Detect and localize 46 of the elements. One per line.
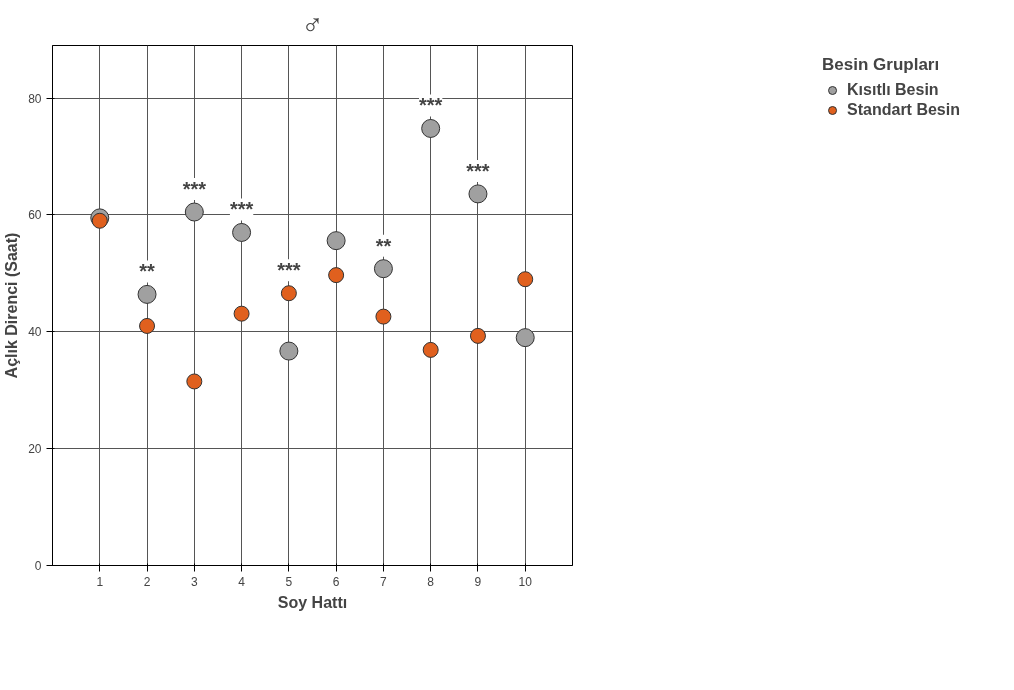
legend-title: Besin Grupları [822, 55, 941, 75]
x-tick-label: 10 [518, 574, 533, 589]
chart-title: ♂ [301, 7, 324, 41]
annotation: *** [419, 94, 443, 117]
y-axis-title: Açlık Direnci (Saat) [3, 232, 21, 379]
point [468, 184, 488, 204]
legend-label: Kısıtlı Besin [847, 81, 939, 99]
point [375, 308, 392, 325]
point [232, 222, 252, 242]
point [326, 231, 346, 251]
point [139, 317, 156, 334]
point [280, 285, 297, 302]
point [515, 328, 535, 348]
point [233, 305, 250, 322]
point [373, 259, 393, 279]
y-tick-label: 60 [28, 208, 42, 223]
y-tick-label: 80 [28, 91, 42, 106]
x-tick-label: 7 [380, 574, 388, 589]
annotation: *** [182, 178, 207, 201]
point [422, 341, 439, 358]
annotation: ** [139, 260, 156, 283]
point [328, 267, 345, 284]
annotation: *** [277, 259, 301, 282]
x-axis-title: Soy Hattı [277, 593, 348, 611]
x-tick-label: 3 [190, 574, 198, 589]
x-tick-label: 5 [285, 574, 293, 589]
legend-label: Standart Besin [847, 101, 960, 119]
y-tick-label: 40 [28, 325, 42, 340]
point [184, 202, 204, 222]
point [469, 327, 486, 344]
annotation: ** [375, 234, 392, 257]
point [421, 118, 441, 138]
point [186, 373, 203, 390]
annotation: *** [229, 198, 254, 221]
y-tick-label: 20 [28, 442, 42, 457]
y-tick-label: 0 [34, 559, 42, 573]
point [517, 271, 534, 288]
x-tick-label: 4 [238, 574, 246, 589]
annotation: *** [466, 159, 490, 182]
point [137, 284, 157, 304]
x-tick-label: 8 [427, 574, 435, 589]
x-tick-label: 1 [96, 574, 104, 589]
x-tick-label: 2 [143, 574, 151, 589]
x-tick-label: 6 [332, 574, 340, 589]
x-tick-label: 9 [474, 574, 482, 589]
point [279, 341, 299, 361]
